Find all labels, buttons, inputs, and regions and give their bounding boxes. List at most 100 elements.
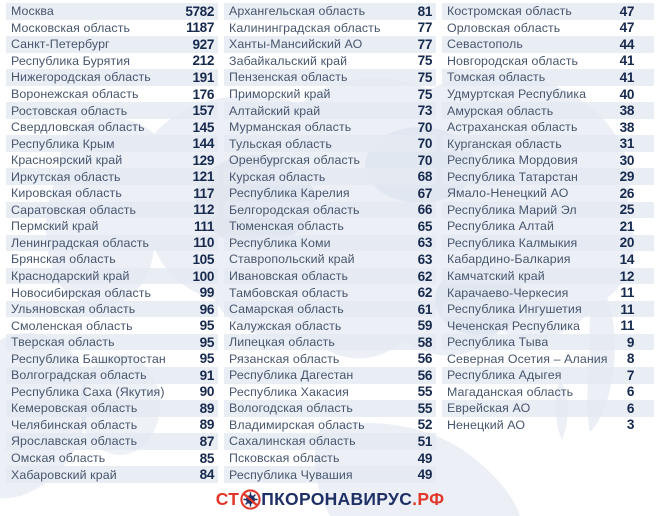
- table-row: Нижегородская область 191: [6, 69, 218, 86]
- region-value: 66: [417, 202, 433, 218]
- region-value: 75: [417, 53, 433, 69]
- table-row: Еврейская АО 6: [442, 400, 654, 417]
- table-row: Белгородская область 66: [224, 201, 436, 219]
- table-row: Республика Тыва 9: [442, 333, 654, 351]
- table-row: Республика Алтай 21: [442, 218, 654, 235]
- region-value: 73: [417, 103, 433, 119]
- region-value: 144: [192, 136, 215, 152]
- region-name: Алтайский край: [229, 103, 321, 118]
- regions-column-2: Архангельская область 81 Калининградская о…: [224, 3, 436, 483]
- table-row: Тульская область 70: [224, 135, 436, 152]
- region-value: 9: [626, 334, 635, 350]
- logo-text-main: ПКОРОНАВИРУС: [261, 488, 413, 509]
- region-name: Курганская область: [447, 136, 562, 151]
- region-value: 65: [417, 218, 433, 234]
- table-row: Санкт-Петербург 927: [6, 36, 218, 53]
- table-row: Ростовская область 157: [6, 102, 218, 119]
- region-name: Костромская область: [447, 4, 572, 19]
- region-value: 100: [192, 268, 215, 284]
- region-value: 5782: [185, 3, 214, 19]
- region-value: 30: [619, 152, 635, 168]
- table-row: Владимирская область 52: [224, 417, 436, 434]
- table-row: Республика Мордовия 30: [442, 152, 654, 169]
- region-name: Ленинградская область: [11, 235, 150, 250]
- region-value: 8: [626, 351, 635, 367]
- region-value: 51: [417, 433, 433, 449]
- logo-text-prefix: СТ: [215, 488, 240, 509]
- region-name: Томская область: [447, 70, 546, 85]
- table-row: Республика Дагестан 56: [224, 367, 436, 384]
- region-value: 1187: [186, 20, 214, 36]
- region-name: Ярославская область: [11, 434, 138, 449]
- region-value: 49: [417, 450, 433, 466]
- table-row: Смоленская область 95: [6, 317, 218, 334]
- region-name: Курская область: [229, 169, 326, 184]
- no-virus-icon: [240, 489, 261, 510]
- region-value: 91: [199, 367, 215, 383]
- region-name: Самарская область: [229, 302, 344, 317]
- region-name: Красноярский край: [11, 153, 123, 168]
- region-value: 85: [199, 450, 215, 466]
- table-row: Мурманская область 70: [224, 119, 436, 136]
- region-value: 21: [619, 218, 635, 234]
- region-name: Калининградская область: [229, 20, 381, 35]
- region-name: Новгородская область: [447, 53, 579, 68]
- region-value: 6: [626, 400, 635, 416]
- region-name: Кабардино-Балкария: [447, 252, 571, 267]
- table-row: Калининградская область 77: [224, 20, 436, 37]
- region-name: Москва: [11, 4, 54, 19]
- table-row: Чеченская Республика 11: [442, 317, 654, 334]
- region-value: 29: [619, 169, 635, 185]
- table-row: Москва 5782: [6, 3, 218, 20]
- table-row: Севастополь 44: [442, 36, 654, 53]
- region-name: Брянская область: [11, 252, 116, 267]
- table-row: Псковская область 49: [224, 450, 436, 467]
- region-name: Еврейская АО: [447, 401, 531, 416]
- region-value: 157: [192, 103, 215, 119]
- region-name: Пензенская область: [229, 70, 348, 85]
- region-name: Удмуртская Республика: [447, 87, 587, 101]
- region-value: 26: [619, 185, 635, 201]
- stopcoronavirus-logo[interactable]: СТ ПКОРОНАВИРУС .РФ: [216, 489, 445, 510]
- region-value: 38: [619, 119, 635, 135]
- region-name: Тульская область: [229, 136, 332, 151]
- table-row: Волгоградская область 91: [6, 367, 218, 384]
- table-row: Тюменская область 65: [224, 218, 436, 235]
- table-row: Республика Калмыкия 20: [442, 234, 654, 252]
- region-name: Республика Крым: [11, 136, 115, 151]
- region-name: Ханты-Мансийский АО: [229, 37, 363, 52]
- region-value: 62: [417, 285, 433, 301]
- region-value: 62: [417, 268, 433, 284]
- region-value: 90: [199, 384, 215, 400]
- region-name: Приморский край: [229, 87, 331, 101]
- region-value: 56: [417, 351, 433, 367]
- regions-table: Москва 5782 Московская область 1187 Санкт-Пе…: [6, 3, 654, 483]
- region-name: Пермский край: [11, 219, 99, 234]
- region-name: Калужская область: [229, 318, 342, 333]
- region-name: Ненецкий АО: [447, 417, 526, 432]
- region-value: 117: [193, 185, 214, 201]
- table-row: Республика Бурятия 212: [6, 53, 218, 70]
- table-row: Орловская область 47: [442, 20, 654, 37]
- region-value: 11: [620, 318, 634, 334]
- table-row: Карачаево-Черкесия 11: [442, 284, 654, 301]
- region-name: Забайкальский край: [229, 53, 348, 68]
- table-row: Республика Карелия 67: [224, 185, 436, 202]
- table-row: Красноярский край 129: [6, 152, 218, 169]
- region-value: 212: [192, 53, 215, 69]
- region-name: Республика Чувашия: [229, 467, 353, 482]
- region-value: 176: [192, 86, 215, 102]
- region-name: Магаданская область: [447, 384, 574, 399]
- region-value: 6: [626, 384, 635, 400]
- region-value: 20: [619, 235, 635, 251]
- table-row: Воронежская область 176: [6, 86, 218, 103]
- table-row: Брянская область 105: [6, 251, 218, 268]
- region-name: Республика Хакасия: [229, 384, 349, 399]
- region-name: Севастополь: [447, 37, 523, 52]
- table-row: Сахалинская область 51: [224, 433, 436, 450]
- table-row: Рязанская область 56: [224, 350, 436, 367]
- region-name: Карачаево-Черкесия: [447, 285, 569, 300]
- region-value: 129: [192, 152, 215, 168]
- table-row: Новгородская область 41: [442, 53, 654, 70]
- region-name: Чеченская Республика: [447, 318, 580, 333]
